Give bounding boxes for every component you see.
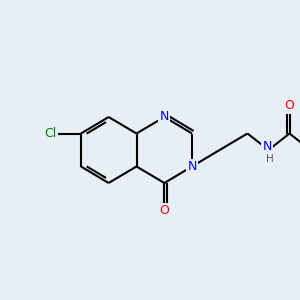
Text: O: O	[160, 204, 169, 217]
Text: N: N	[187, 160, 197, 173]
Text: O: O	[285, 99, 294, 112]
Text: N: N	[160, 110, 169, 124]
Text: Cl: Cl	[44, 127, 56, 140]
Text: N: N	[262, 140, 272, 154]
Text: H: H	[266, 154, 274, 164]
